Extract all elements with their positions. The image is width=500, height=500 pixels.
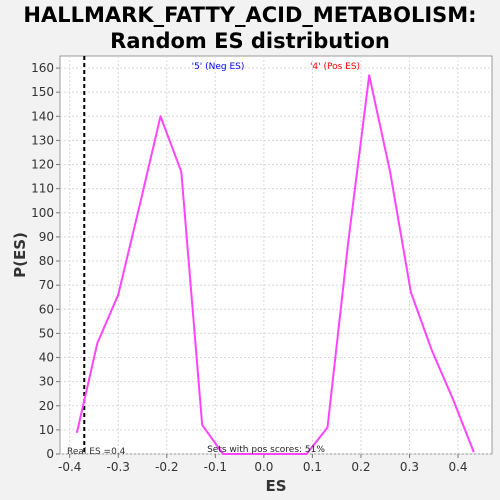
chart-title: HALLMARK_FATTY_ACID_METABOLISM: Random E… <box>0 2 500 54</box>
data-point <box>159 115 162 118</box>
x-tick-label: -0.4 <box>58 460 81 474</box>
chart-title-line-1: HALLMARK_FATTY_ACID_METABOLISM: <box>23 3 477 27</box>
pos-scores-text: Sets with pos scores: 51% <box>207 445 325 455</box>
data-point <box>138 204 141 207</box>
y-tick-label: 50 <box>39 326 54 340</box>
y-tick-label: 150 <box>31 85 54 99</box>
x-tick-label: 0.3 <box>400 460 419 474</box>
data-point <box>243 453 245 455</box>
y-tick-label: 40 <box>39 351 54 365</box>
x-axis-ticks: -0.4 -0.3 -0.2 -0.1 0.0 0.1 0.2 0.3 0.4 <box>58 454 468 474</box>
data-point <box>284 453 287 455</box>
y-tick-label: 160 <box>31 61 54 75</box>
y-tick-label: 30 <box>39 375 54 389</box>
series-group <box>76 74 475 455</box>
real-es-text: Real ES =0.4 <box>67 447 126 457</box>
data-point <box>451 397 454 400</box>
y-tick-label: 130 <box>31 133 54 147</box>
y-tick-label: 60 <box>39 302 54 316</box>
x-tick-label: 0.1 <box>303 460 322 474</box>
data-point <box>472 450 475 453</box>
y-tick-label: 70 <box>39 278 54 292</box>
data-point <box>264 453 266 455</box>
grid-lines <box>60 56 492 455</box>
y-tick-label: 10 <box>39 423 54 437</box>
x-tick-label: 0.0 <box>254 460 273 474</box>
plot-area <box>59 55 493 455</box>
y-tick-label: 0 <box>46 447 54 461</box>
x-tick-label: 0.2 <box>351 460 370 474</box>
chart-title-line-2: Random ES distribution <box>110 29 390 53</box>
x-tick-label: -0.2 <box>155 460 178 474</box>
y-tick-label: 100 <box>31 206 54 220</box>
data-point <box>389 170 391 173</box>
data-point <box>222 453 224 455</box>
data-point <box>431 349 433 352</box>
x-tick-label: 0.4 <box>448 460 467 474</box>
data-point <box>347 240 350 243</box>
y-axis-ticks: 0 10 20 30 40 50 60 70 80 90 100 110 120 130 140 150 160 <box>31 61 60 461</box>
x-axis-title: ES <box>265 477 286 495</box>
data-point <box>117 294 120 296</box>
y-axis-title: P(ES) <box>11 232 29 278</box>
y-tick-label: 140 <box>31 109 54 123</box>
data-point <box>326 426 329 429</box>
es-distribution-line <box>76 74 475 455</box>
data-point <box>368 74 370 77</box>
y-tick-label: 120 <box>31 158 54 172</box>
x-tick-label: -0.3 <box>107 460 130 474</box>
y-tick-label: 20 <box>39 399 54 413</box>
y-tick-label: 90 <box>39 230 54 244</box>
neg-es-label: '5' (Neg ES) <box>192 62 245 72</box>
data-point <box>201 424 204 426</box>
x-tick-label: -0.1 <box>204 460 227 474</box>
y-tick-label: 110 <box>31 182 54 196</box>
data-point <box>305 453 308 455</box>
data-point <box>96 342 99 344</box>
pos-es-label: '4' (Pos ES) <box>310 62 360 72</box>
data-point <box>410 291 412 294</box>
data-point <box>180 170 183 173</box>
data-point <box>76 431 78 434</box>
y-tick-label: 80 <box>39 254 54 268</box>
